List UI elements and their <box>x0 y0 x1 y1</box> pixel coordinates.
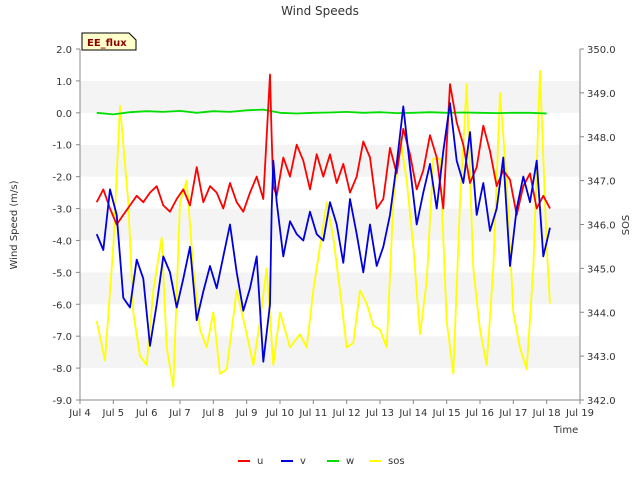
y2-axis-label: SOS <box>621 215 632 236</box>
y2-tick-label: 348.0 <box>587 133 616 144</box>
legend-label-u: u <box>257 456 263 467</box>
grid-band <box>80 304 580 337</box>
grid-band <box>80 368 580 400</box>
grid-band <box>80 336 580 369</box>
grid-band <box>80 112 580 145</box>
y-tick-label: -8.0 <box>52 364 72 375</box>
legend: u v w sos <box>238 456 405 467</box>
badge-text: EE_flux <box>87 38 127 49</box>
x-tick-label: Jul 10 <box>265 408 294 419</box>
series-group <box>95 70 551 388</box>
y2-tick-label: 349.0 <box>587 89 616 100</box>
x-tick-label: Jul 9 <box>235 408 258 419</box>
y-tick-label: -3.0 <box>52 205 72 216</box>
grid-band <box>80 49 580 81</box>
ee-flux-badge: EE_flux <box>81 32 137 51</box>
y-tick-label: -4.0 <box>52 236 72 247</box>
series-line-sos <box>95 70 551 388</box>
x-tick-label: Jul 4 <box>68 408 91 419</box>
x-tick-label: Jul 5 <box>102 408 125 419</box>
y-tick-label: -2.0 <box>52 173 72 184</box>
y-tick-label: 1.0 <box>56 77 72 88</box>
chart-title: Wind Speeds <box>281 4 359 18</box>
series-line-w <box>96 108 547 116</box>
x-axis-label: Time <box>553 425 578 436</box>
x-tick-label: Jul 8 <box>202 408 225 419</box>
series-line-u <box>95 73 551 226</box>
x-tick-label: Jul 12 <box>332 408 361 419</box>
x-tick-label: Jul 14 <box>398 408 427 419</box>
x-tick-label: Jul 11 <box>298 408 327 419</box>
y2-tick-label: 342.0 <box>587 396 616 407</box>
ticks-group: -9.0 -8.0 -7.0 -6.0 -5.0 -4.0 -3.0 -2.0 -1.0 0.0 1… <box>52 45 615 419</box>
y-tick-label: -6.0 <box>52 300 72 311</box>
y-tick-label: 2.0 <box>56 45 72 56</box>
y2-tick-label: 345.0 <box>587 264 616 275</box>
y2-tick-label: 343.0 <box>587 352 616 363</box>
y-tick-label: -9.0 <box>52 396 72 407</box>
y2-tick-label: 347.0 <box>587 177 616 188</box>
legend-label-v: v <box>300 456 306 467</box>
legend-label-sos: sos <box>388 456 405 467</box>
badge-box <box>81 32 137 51</box>
y-axis-label: Wind Speed (m/s) <box>9 180 20 269</box>
x-tick-label: Jul 15 <box>432 408 461 419</box>
y-tick-label: -1.0 <box>52 141 72 152</box>
grid-band <box>80 80 580 113</box>
x-tick-label: Jul 7 <box>168 408 191 419</box>
y2-tick-label: 346.0 <box>587 221 616 232</box>
legend-label-w: w <box>346 456 354 467</box>
x-tick-label: Jul 17 <box>498 408 527 419</box>
series-line-v <box>95 102 551 363</box>
y-tick-label: -5.0 <box>52 268 72 279</box>
x-tick-label: Jul 16 <box>465 408 494 419</box>
x-tick-label: Jul 18 <box>532 408 561 419</box>
x-tick-label: Jul 6 <box>135 408 158 419</box>
x-tick-label: Jul 13 <box>365 408 394 419</box>
y-tick-label: -7.0 <box>52 332 72 343</box>
y2-tick-label: 344.0 <box>587 308 616 319</box>
y-tick-label: 0.0 <box>56 109 72 120</box>
x-tick-label: Jul 19 <box>565 408 594 419</box>
y2-tick-label: 350.0 <box>587 45 616 56</box>
grid-band <box>80 240 580 273</box>
